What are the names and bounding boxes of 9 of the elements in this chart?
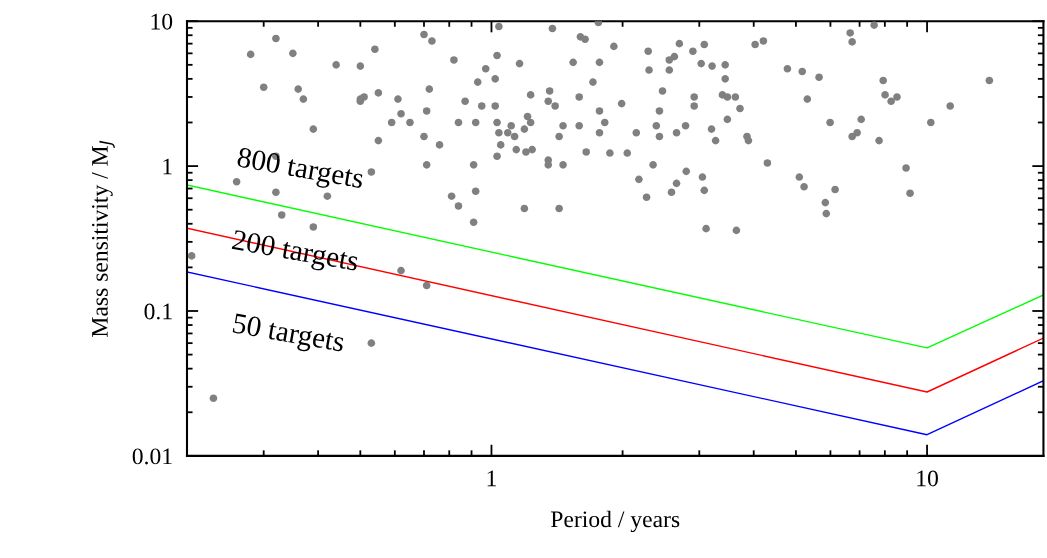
annotation: 800 targets	[235, 147, 365, 195]
y-axis-title: Mass sensitivity / M$_{J}$	[91, 140, 115, 337]
annotation: 200 targets	[230, 229, 360, 277]
y-tick-label: 10	[151, 13, 173, 30]
y-tick-label: 0.01	[132, 448, 172, 465]
y-tick-label: 1	[163, 158, 172, 175]
y-tick-label: 0.1	[144, 303, 172, 320]
x-axis-title: Period / years	[550, 510, 680, 533]
annotation: 50 targets	[231, 313, 346, 358]
